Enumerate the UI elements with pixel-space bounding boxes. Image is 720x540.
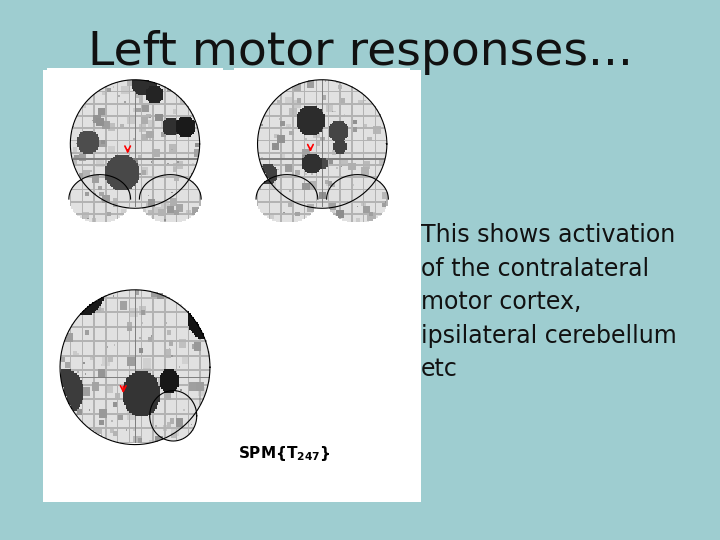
Text: $\mathbf{SPM\{T_{247}\}}$: $\mathbf{SPM\{T_{247}\}}$ xyxy=(238,444,330,463)
Bar xyxy=(43,70,421,502)
Text: This shows activation
of the contralateral
motor cortex,
ipsilateral cerebellum
: This shows activation of the contralater… xyxy=(421,224,677,381)
Text: Left motor responses...: Left motor responses... xyxy=(88,30,632,75)
